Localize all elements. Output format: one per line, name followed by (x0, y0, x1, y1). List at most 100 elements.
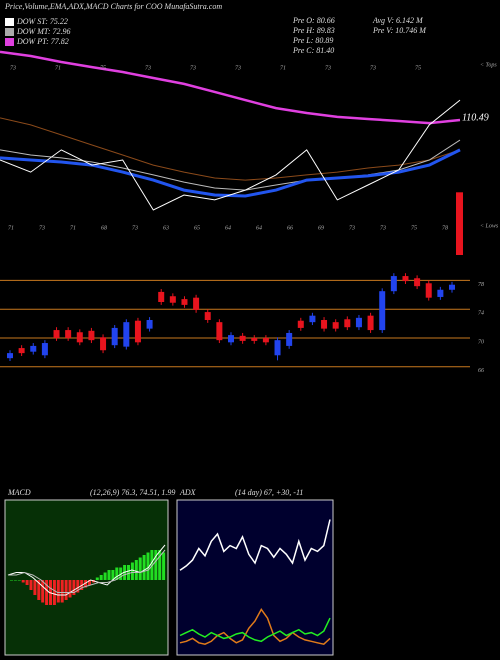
macd-bar (107, 570, 111, 580)
macd-bar (130, 562, 134, 580)
bottom-label: 68 (101, 225, 107, 231)
macd-bar (64, 580, 68, 600)
candle-body (414, 278, 421, 287)
info-label: Pre O: 80.66 (292, 16, 335, 25)
macd-bar (68, 580, 72, 598)
bottom-label: 73 (380, 225, 386, 231)
top-label: 73 (190, 65, 196, 71)
candle-body (344, 319, 351, 328)
macd-bar (52, 580, 56, 605)
candle-body (53, 330, 60, 338)
adx-title: ADX (179, 488, 197, 497)
macd-params: (12,26,9) 76.3, 74.51, 1.99 (90, 488, 175, 497)
candle-body (390, 276, 397, 292)
candle-body (65, 330, 72, 338)
macd-line (8, 549, 166, 593)
candle-body (425, 283, 432, 298)
y-tick-label: 74 (478, 310, 484, 317)
candle-body (30, 345, 37, 352)
indicator-swatch (5, 28, 14, 36)
candle-body (239, 335, 246, 341)
ema-line (0, 99, 461, 211)
bottom-label: 71 (70, 225, 76, 231)
macd-bar (10, 580, 13, 581)
info-label: Pre C: 81.40 (292, 46, 334, 55)
macd-bar (60, 580, 64, 603)
candle-body (449, 284, 455, 290)
candle-body (193, 297, 200, 310)
candle-body (321, 320, 328, 329)
bottom-label: 66 (287, 225, 293, 231)
top-label: 71 (280, 65, 286, 71)
bottom-label: 71 (8, 225, 14, 231)
adx-params: (14 day) 67, +30, -11 (235, 488, 303, 497)
candle-body (111, 327, 118, 346)
info-label: Avg V: 6.142 M (372, 16, 424, 25)
macd-bar (88, 580, 91, 585)
candle-body (437, 289, 444, 297)
macd-bar (41, 580, 45, 603)
macd-bar (134, 560, 138, 580)
ema-line (0, 139, 461, 191)
indicator-label: DOW MT: 72.96 (16, 27, 71, 36)
ema-line (0, 117, 461, 181)
top-label: 73 (10, 65, 16, 71)
macd-bar (142, 555, 146, 580)
candle-body (297, 320, 304, 328)
bottom-label: 73 (132, 225, 138, 231)
bottom-label: 78 (442, 225, 448, 231)
indicator-label: DOW ST: 75.22 (16, 17, 68, 26)
bottom-label: 63 (163, 225, 169, 231)
y-tick-label: 66 (478, 368, 484, 374)
indicator-label: DOW PT: 77.82 (16, 37, 69, 46)
adx-line (179, 519, 331, 571)
candle-body (88, 330, 95, 341)
candle-body (100, 337, 107, 351)
macd-bar (115, 567, 119, 580)
candle-body (367, 315, 374, 331)
macd-bar (33, 580, 37, 595)
macd-bar (17, 580, 21, 581)
candle-body (41, 343, 48, 356)
candle-body (7, 353, 13, 359)
indicator-swatch (5, 38, 14, 46)
macd-bar (25, 580, 29, 585)
candle-body (228, 335, 234, 343)
candle-body (216, 322, 223, 341)
candle-body (76, 332, 83, 343)
top-label: 75 (415, 65, 421, 71)
info-label: Pre L: 80.89 (292, 36, 333, 45)
bottom-label: 73 (39, 225, 45, 231)
tops-label: < Tops (480, 62, 497, 68)
top-label: 71 (55, 65, 61, 71)
macd-bar (29, 580, 33, 590)
candle-body (402, 276, 409, 282)
candle-body (251, 338, 258, 341)
last-price: 110.49 (462, 112, 489, 123)
candle-body (158, 291, 165, 302)
adx-panel (176, 499, 334, 656)
top-label: 73 (145, 65, 151, 71)
macd-bar (154, 550, 158, 580)
top-label: 73 (370, 65, 376, 71)
macd-bar (99, 575, 103, 580)
candle-body (146, 320, 153, 329)
macd-bar (84, 580, 88, 588)
bottom-label: 73 (349, 225, 355, 231)
bottom-label: 64 (225, 224, 231, 231)
macd-bar (103, 572, 107, 580)
candle-body (355, 317, 362, 328)
macd-bar (127, 565, 130, 580)
chart-title: Price,Volume,EMA,ADX,MACD Charts for COO… (4, 2, 222, 11)
top-label: 73 (235, 65, 241, 71)
lows-label: < Lows (480, 223, 499, 229)
candle-body (274, 340, 281, 356)
macd-bar (150, 550, 154, 580)
candle-body (332, 322, 339, 329)
candle-body (262, 338, 269, 343)
macd-bar (13, 580, 17, 581)
ema-line (0, 50, 461, 125)
macd-bar (45, 580, 49, 605)
volume-bar (456, 192, 463, 255)
